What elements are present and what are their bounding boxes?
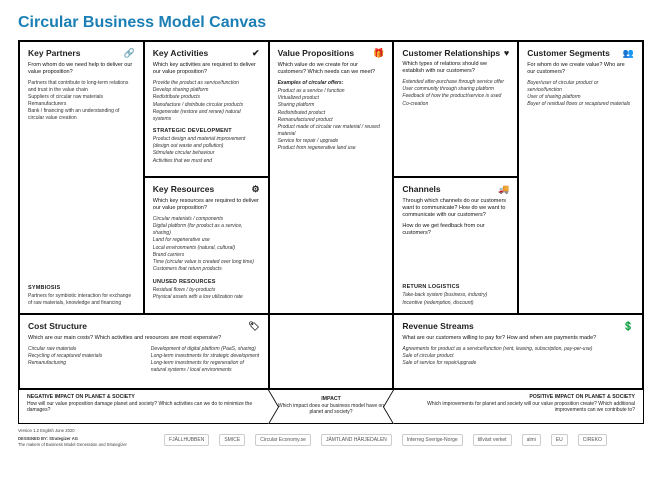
kp-subhead: SYMBIOSIS xyxy=(28,285,135,291)
block-cost-structure: Cost Structure🏷 Which are our main costs… xyxy=(19,314,269,389)
block-mid-gap xyxy=(269,314,394,389)
logo-item: CIREKO xyxy=(578,434,607,446)
gift-icon: 🎁 xyxy=(373,48,384,59)
kp-prompt: From whom do we need help to deliver our… xyxy=(28,62,135,76)
ka-items: Provide the product as service/function … xyxy=(153,80,260,123)
impact-center: IMPACT Which impact does our business mo… xyxy=(269,390,394,423)
impact-negative: NEGATIVE IMPACT ON PLANET & SOCIETY How … xyxy=(19,390,269,423)
people-icon: 👥 xyxy=(623,48,634,59)
truck-icon: 🚚 xyxy=(498,184,509,195)
footer: Version 1.2 English June 2020 DESIGNED B… xyxy=(18,428,644,447)
tag-icon: 🏷 xyxy=(248,321,259,332)
block-customer-relationships: Customer Relationships♥ Which types of r… xyxy=(393,41,518,177)
credits: Version 1.2 English June 2020 DESIGNED B… xyxy=(18,428,127,447)
block-value-propositions: Value Propositions🎁 Which value do we cr… xyxy=(269,41,394,314)
impact-positive: POSITIVE IMPACT ON PLANET & SOCIETY Whic… xyxy=(393,390,643,423)
check-icon: ✔ xyxy=(252,48,260,59)
money-icon: 💲 xyxy=(623,321,634,332)
logo-item: almi xyxy=(522,434,541,446)
block-channels: Channels🚚 Through which channels do our … xyxy=(393,177,518,313)
block-revenue-streams: Revenue Streams💲 What are our customers … xyxy=(393,314,643,389)
logo-item: FJÄLLHUBBEN xyxy=(164,434,209,446)
kp-subtext: Partners for symbiotic interaction for e… xyxy=(28,293,135,307)
kp-heading: Key Partners xyxy=(28,48,80,58)
arrow-left-icon xyxy=(384,390,394,424)
page-title: Circular Business Model Canvas xyxy=(18,14,644,32)
logo-item: JÄMTLAND HÄRJEDALEN xyxy=(321,434,392,446)
logo-item: tillväxt verket xyxy=(473,434,512,446)
block-key-partners: Key Partners 🔗 From whom do we need help … xyxy=(19,41,144,314)
block-key-activities: Key Activities✔ Which key activities are… xyxy=(144,41,269,177)
canvas-grid: Key Partners 🔗 From whom do we need help … xyxy=(18,40,644,390)
link-icon: 🔗 xyxy=(124,48,135,59)
logo-row: FJÄLLHUBBEN SMICE Circular Economy.se JÄ… xyxy=(127,434,644,446)
logo-item: Interreg Sverige-Norge xyxy=(402,434,463,446)
logo-item: EU xyxy=(551,434,568,446)
heart-icon: ♥ xyxy=(504,48,509,58)
impact-row: NEGATIVE IMPACT ON PLANET & SOCIETY How … xyxy=(18,390,644,424)
logo-item: SMICE xyxy=(219,434,245,446)
block-customer-segments: Customer Segments👥 For whom do we create… xyxy=(518,41,643,314)
block-key-resources: Key Resources⚙ Which key resources are r… xyxy=(144,177,269,313)
kp-items: Partners that contribute to long-term re… xyxy=(28,80,135,122)
logo-item: Circular Economy.se xyxy=(255,434,311,446)
gear-icon: ⚙ xyxy=(252,184,260,195)
